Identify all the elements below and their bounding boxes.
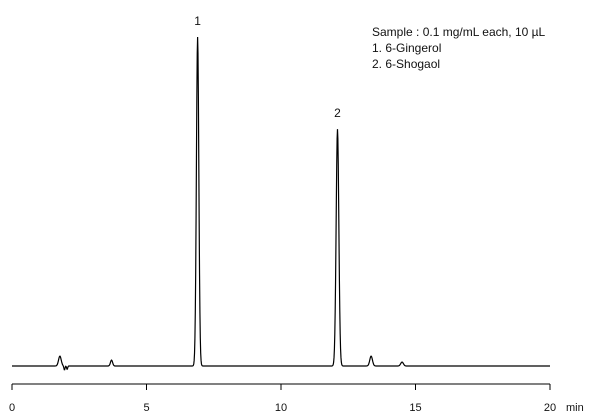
x-axis-unit: min	[566, 402, 584, 412]
chromatogram-trace	[12, 36, 550, 371]
peak-labels: 12	[194, 14, 341, 120]
sample-info-text: Sample : 0.1 mg/mL each, 10 µL	[372, 25, 546, 39]
x-tick-label: 5	[143, 402, 149, 412]
compound-2-label: 2. 6-Shogaol	[372, 57, 441, 71]
sample-legend: Sample : 0.1 mg/mL each, 10 µL 1. 6-Ging…	[372, 24, 545, 72]
x-tick-label: 0	[9, 402, 15, 412]
x-tick-label: 10	[275, 402, 287, 412]
x-tick-label: 15	[409, 402, 421, 412]
peak-label: 1	[194, 14, 201, 28]
peak-label: 2	[334, 106, 341, 120]
compound-1-label: 1. 6-Gingerol	[372, 41, 442, 55]
x-axis-ticks: 0 5 10 15 20	[9, 384, 556, 412]
x-tick-label: 20	[544, 402, 556, 412]
